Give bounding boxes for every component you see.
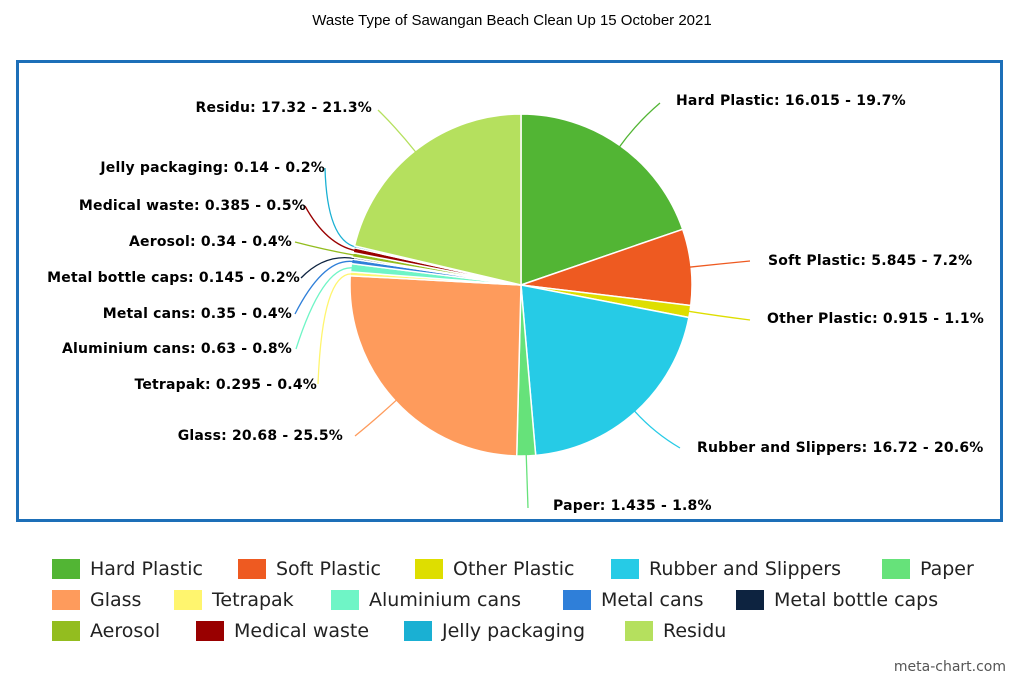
- legend-item-medical-waste: Medical waste: [196, 617, 369, 645]
- data-label-glass: Glass: 20.68 - 25.5%: [178, 428, 343, 444]
- legend-swatch: [404, 621, 432, 641]
- connector-line-other-plastic: [687, 310, 751, 321]
- connector-line-aerosol: [294, 241, 355, 256]
- data-label-medical-waste: Medical waste: 0.385 - 0.5%: [79, 198, 306, 214]
- legend-label: Aluminium cans: [369, 589, 522, 611]
- connector-line-metal-cans: [294, 260, 354, 315]
- legend-label: Metal bottle caps: [774, 589, 939, 611]
- legend-item-other-plastic: Other Plastic: [415, 555, 574, 583]
- connector-line-residu: [377, 109, 417, 153]
- legend-item-residu: Residu: [625, 617, 726, 645]
- legend-label: Tetrapak: [212, 589, 294, 611]
- legend-swatch: [52, 590, 80, 610]
- chart-frame: [16, 60, 1003, 522]
- connector-line-medical-waste: [304, 205, 356, 252]
- legend-item-aluminium-cans: Aluminium cans: [331, 586, 521, 614]
- data-label-tetrapak: Tetrapak: 0.295 - 0.4%: [134, 377, 317, 393]
- data-label-jelly-packaging: Jelly packaging: 0.14 - 0.2%: [99, 160, 325, 176]
- connector-line-paper: [525, 453, 529, 509]
- legend-label: Glass: [90, 589, 142, 611]
- connector-line-glass: [354, 399, 398, 437]
- legend-swatch: [196, 621, 224, 641]
- legend-label: Soft Plastic: [276, 558, 381, 580]
- chart-title: Waste Type of Sawangan Beach Clean Up 15…: [312, 12, 712, 29]
- connector-line-rubber-and-slippers: [633, 410, 681, 449]
- data-label-aluminium-cans: Aluminium cans: 0.63 - 0.8%: [62, 341, 292, 357]
- legend-label: Jelly packaging: [442, 620, 586, 642]
- legend-swatch: [736, 590, 764, 610]
- legend-label: Rubber and Slippers: [649, 558, 841, 580]
- pie-chart: Hard Plastic: 16.015 - 19.7% Soft Plastic…: [47, 93, 984, 514]
- connector-line-jelly-packaging: [324, 167, 357, 248]
- legend-item-tetrapak: Tetrapak: [174, 586, 294, 614]
- data-label-paper: Paper: 1.435 - 1.8%: [553, 498, 712, 514]
- connector-line-soft-plastic: [689, 260, 751, 268]
- legend-swatch: [238, 559, 266, 579]
- legend-item-jelly-packaging: Jelly packaging: [404, 617, 585, 645]
- legend-swatch: [415, 559, 443, 579]
- data-label-other-plastic: Other Plastic: 0.915 - 1.1%: [767, 311, 984, 327]
- legend-label: Aerosol: [90, 620, 161, 642]
- pie-slice-glass: [349, 274, 522, 457]
- data-label-metal-bottle-caps: Metal bottle caps: 0.145 - 0.2%: [47, 270, 300, 286]
- legend-item-metal-bottle-caps: Metal bottle caps: [736, 586, 938, 614]
- data-label-aerosol: Aerosol: 0.34 - 0.4%: [129, 234, 292, 250]
- legend-item-glass: Glass: [52, 586, 141, 614]
- legend-item-rubber-and-slippers: Rubber and Slippers: [611, 555, 841, 583]
- legend-swatch: [882, 559, 910, 579]
- connector-line-hard-plastic: [618, 102, 661, 148]
- data-label-metal-cans: Metal cans: 0.35 - 0.4%: [103, 306, 292, 322]
- legend-swatch: [611, 559, 639, 579]
- data-label-rubber-and-slippers: Rubber and Slippers: 16.72 - 20.6%: [697, 440, 984, 456]
- legend-label: Medical waste: [234, 620, 370, 642]
- legend-item-paper: Paper: [882, 555, 974, 583]
- legend-label: Hard Plastic: [90, 558, 203, 580]
- legend-label: Metal cans: [601, 589, 704, 611]
- connector-line-metal-bottle-caps: [300, 257, 355, 279]
- legend-item-metal-cans: Metal cans: [563, 586, 704, 614]
- legend-label: Residu: [663, 620, 727, 642]
- connector-line-tetrapak: [317, 273, 353, 385]
- connector-line-aluminium-cans: [295, 267, 353, 350]
- data-label-hard-plastic: Hard Plastic: 16.015 - 19.7%: [676, 93, 906, 109]
- legend-label: Paper: [920, 558, 974, 580]
- legend-swatch: [52, 559, 80, 579]
- data-label-residu: Residu: 17.32 - 21.3%: [196, 100, 372, 116]
- legend-item-soft-plastic: Soft Plastic: [238, 555, 381, 583]
- legend-swatch: [331, 590, 359, 610]
- legend-swatch: [563, 590, 591, 610]
- legend-label: Other Plastic: [453, 558, 575, 580]
- legend-swatch: [174, 590, 202, 610]
- credit-text: meta-chart.com: [893, 659, 1006, 675]
- legend-swatch: [625, 621, 653, 641]
- legend-item-aerosol: Aerosol: [52, 617, 160, 645]
- legend-item-hard-plastic: Hard Plastic: [52, 555, 203, 583]
- legend-swatch: [52, 621, 80, 641]
- data-label-soft-plastic: Soft Plastic: 5.845 - 7.2%: [768, 253, 972, 269]
